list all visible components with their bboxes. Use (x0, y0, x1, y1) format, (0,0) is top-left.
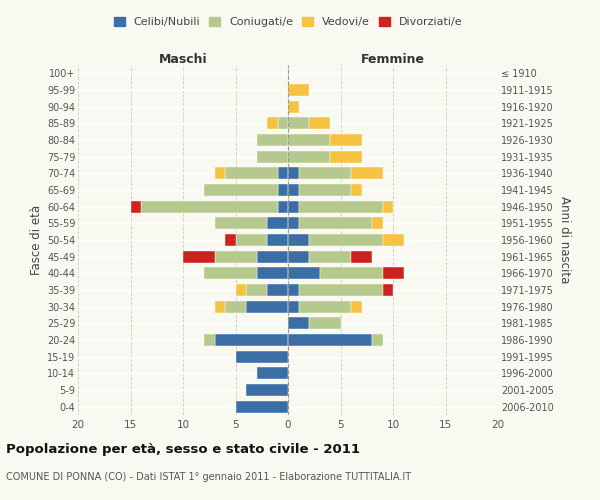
Bar (288, 100, 299, 112)
Bar (257, 250, 288, 262)
Bar (257, 268, 288, 280)
Bar (320, 268, 383, 280)
Bar (383, 268, 404, 280)
Bar (309, 250, 351, 262)
Bar (215, 300, 225, 312)
Bar (288, 150, 330, 162)
Bar (288, 268, 320, 280)
Bar (383, 200, 393, 212)
Bar (235, 234, 267, 246)
Bar (309, 318, 341, 330)
Text: Popolazione per età, sesso e stato civile - 2011: Popolazione per età, sesso e stato civil… (6, 442, 360, 456)
Bar (246, 384, 288, 396)
Bar (267, 284, 288, 296)
Bar (246, 300, 288, 312)
Bar (330, 134, 361, 146)
Y-axis label: Fasce di età: Fasce di età (29, 205, 43, 275)
Bar (204, 184, 277, 196)
Bar (372, 218, 383, 230)
Bar (351, 250, 372, 262)
Bar (257, 368, 288, 380)
Bar (257, 150, 288, 162)
Bar (225, 234, 235, 246)
Bar (299, 200, 383, 212)
Bar (288, 184, 299, 196)
Bar (372, 334, 383, 346)
Bar (246, 284, 267, 296)
Bar (267, 118, 277, 130)
Bar (383, 234, 404, 246)
Bar (215, 334, 288, 346)
Bar (299, 284, 383, 296)
Bar (277, 118, 288, 130)
Bar (204, 334, 215, 346)
Bar (277, 200, 288, 212)
Bar (288, 84, 309, 96)
Bar (351, 184, 361, 196)
Bar (288, 250, 309, 262)
Bar (330, 150, 361, 162)
Bar (141, 200, 277, 212)
Text: Maschi: Maschi (158, 53, 208, 66)
Bar (288, 234, 309, 246)
Bar (288, 300, 299, 312)
Bar (225, 300, 246, 312)
Bar (215, 168, 225, 179)
Bar (351, 300, 361, 312)
Bar (288, 284, 299, 296)
Bar (309, 118, 330, 130)
Bar (225, 168, 277, 179)
Bar (204, 268, 257, 280)
Legend: Celibi/Nubili, Coniugati/e, Vedovi/e, Divorziati/e: Celibi/Nubili, Coniugati/e, Vedovi/e, Di… (112, 14, 464, 30)
Bar (288, 118, 309, 130)
Text: Femmine: Femmine (361, 53, 425, 66)
Bar (130, 200, 141, 212)
Bar (277, 184, 288, 196)
Bar (235, 284, 246, 296)
Bar (288, 318, 309, 330)
Y-axis label: Anni di nascita: Anni di nascita (558, 196, 571, 284)
Bar (267, 218, 288, 230)
Bar (351, 168, 383, 179)
Bar (288, 200, 299, 212)
Bar (215, 250, 257, 262)
Bar (288, 134, 330, 146)
Bar (299, 168, 351, 179)
Bar (288, 168, 299, 179)
Bar (257, 134, 288, 146)
Bar (267, 234, 288, 246)
Bar (299, 184, 351, 196)
Text: COMUNE DI PONNA (CO) - Dati ISTAT 1° gennaio 2011 - Elaborazione TUTTITALIA.IT: COMUNE DI PONNA (CO) - Dati ISTAT 1° gen… (6, 472, 411, 482)
Bar (383, 284, 393, 296)
Bar (235, 400, 288, 412)
Bar (215, 218, 267, 230)
Bar (235, 350, 288, 362)
Bar (183, 250, 215, 262)
Bar (309, 234, 383, 246)
Bar (288, 218, 299, 230)
Bar (277, 168, 288, 179)
Bar (299, 300, 351, 312)
Bar (299, 218, 372, 230)
Bar (288, 334, 372, 346)
